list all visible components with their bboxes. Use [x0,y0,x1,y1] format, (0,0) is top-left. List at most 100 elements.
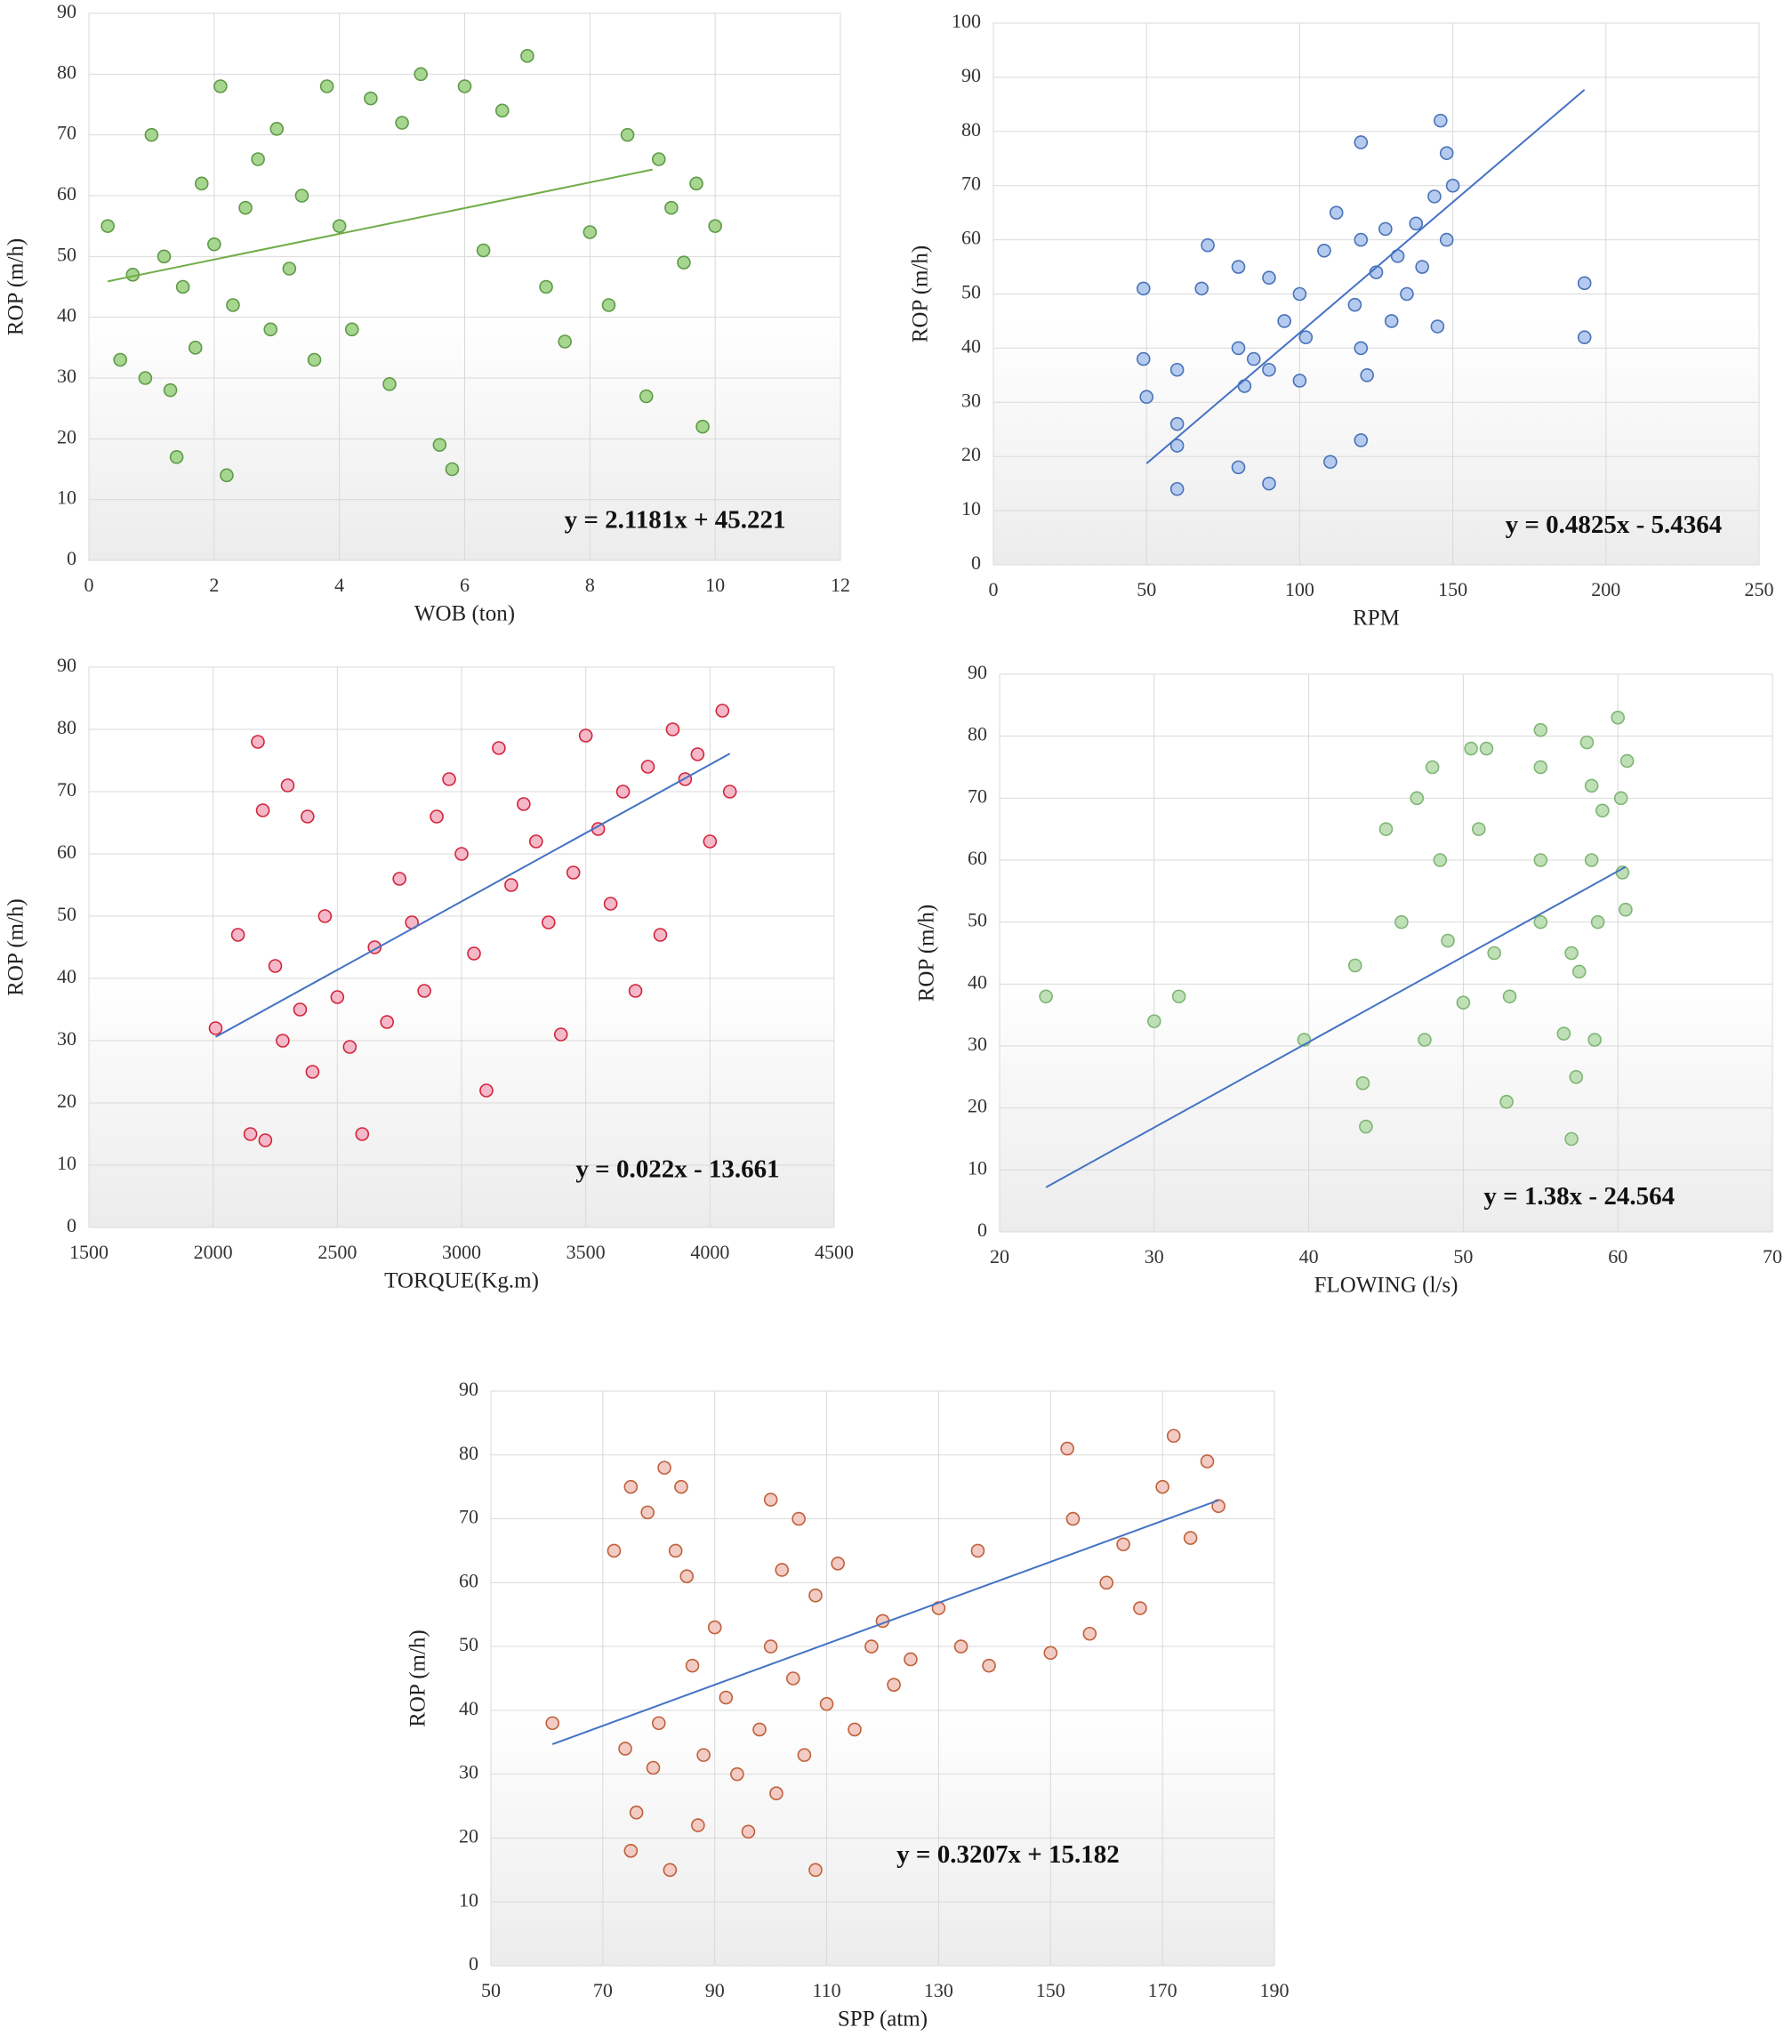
point [1133,1601,1147,1615]
point [653,928,668,942]
point [1533,914,1548,929]
point [1211,1499,1225,1513]
point [601,298,616,312]
y-tick-label: 30 [57,365,76,387]
point [695,419,710,434]
point [1433,853,1448,867]
point [1065,1511,1081,1526]
point [243,1127,258,1141]
point [1169,481,1185,496]
point [618,1742,632,1756]
x-tick-label: 3000 [442,1241,481,1263]
y-tick-label: 70 [57,778,76,801]
point [317,909,333,923]
point [1409,216,1424,231]
chart: 0 10 20 30 40 50 60 70 80 90 50 70 90 110 130 150 170 190… [406,1378,1290,2032]
point [1390,249,1405,263]
point [848,1722,862,1737]
y-tick-label: 40 [57,965,76,987]
point [831,1557,845,1571]
point [607,1543,622,1558]
point [1060,1441,1074,1456]
equation: y = 0.022x - 13.661 [575,1155,779,1184]
point [651,1716,666,1731]
point [685,1658,700,1673]
y-tick-label: 90 [459,1378,478,1400]
point [188,341,203,355]
point [623,1844,639,1858]
point [342,1040,358,1054]
equation: y = 0.4825x - 5.4364 [1506,511,1723,539]
point [208,1021,223,1035]
point [1564,1131,1579,1147]
point [1394,914,1409,929]
point [786,1671,800,1686]
point [1427,189,1442,204]
point [690,747,705,761]
point [741,1824,756,1839]
point [677,255,691,270]
y-axis-title: ROP (m/h) [915,905,939,1002]
y-tick-label: 80 [968,723,987,745]
x-tick-label: 2000 [194,1241,233,1263]
y-tick-label: 20 [459,1824,478,1847]
point [392,872,406,886]
y-tick-label: 80 [57,60,76,83]
y-tick-label: 50 [459,1633,478,1655]
point [113,352,128,367]
point [1434,113,1448,128]
y-tick-label: 70 [961,173,981,195]
point [1571,964,1587,979]
point [1439,146,1454,160]
point [255,803,270,817]
point [395,116,409,130]
point [664,200,679,215]
y-tick-label: 30 [57,1027,76,1050]
x-tick-label: 110 [812,1979,840,2001]
x-tick-label: 250 [1745,578,1774,600]
point [1039,989,1053,1004]
point [970,1543,985,1558]
point [1430,319,1445,334]
point [904,1652,918,1667]
y-tick-label: 60 [57,841,76,863]
point [1329,205,1344,220]
x-axis-title: FLOWING (l/s) [1314,1274,1459,1298]
point [454,847,469,861]
point [1231,341,1246,356]
x-tick-label: 70 [593,1979,613,2001]
point [668,1543,683,1558]
point [1169,416,1185,431]
y-tick-label: 50 [57,903,76,925]
point [1619,902,1633,917]
point [445,462,460,477]
y-tick-label: 90 [968,661,987,683]
y-tick-label: 40 [57,304,76,326]
point [1464,741,1478,756]
point [294,189,309,203]
point [674,1479,688,1494]
point [238,200,253,215]
point [808,1863,823,1878]
point [1355,1076,1370,1090]
y-tick-label: 90 [961,64,981,86]
point [1262,270,1276,286]
equation: y = 1.38x - 24.564 [1483,1182,1675,1211]
point [1262,362,1276,377]
y-tick-label: 20 [968,1095,987,1117]
point [207,237,221,252]
trendline [1145,89,1586,464]
point [1354,433,1369,447]
point [1533,853,1548,867]
y-tick-label: 30 [968,1033,987,1055]
y-tick-label: 60 [968,847,987,869]
point [1360,368,1374,382]
point [220,468,234,483]
point [1147,1014,1161,1028]
point [138,371,153,385]
y-tick-label: 0 [977,1219,987,1241]
plot-area [999,673,1773,1233]
chart: 0 10 20 30 40 50 60 70 80 90 0 2 4 6 8 10 12 WOB (ton) ROP… [4,0,850,626]
x-axis-title: SPP (atm) [838,2008,928,2032]
point [230,928,245,942]
